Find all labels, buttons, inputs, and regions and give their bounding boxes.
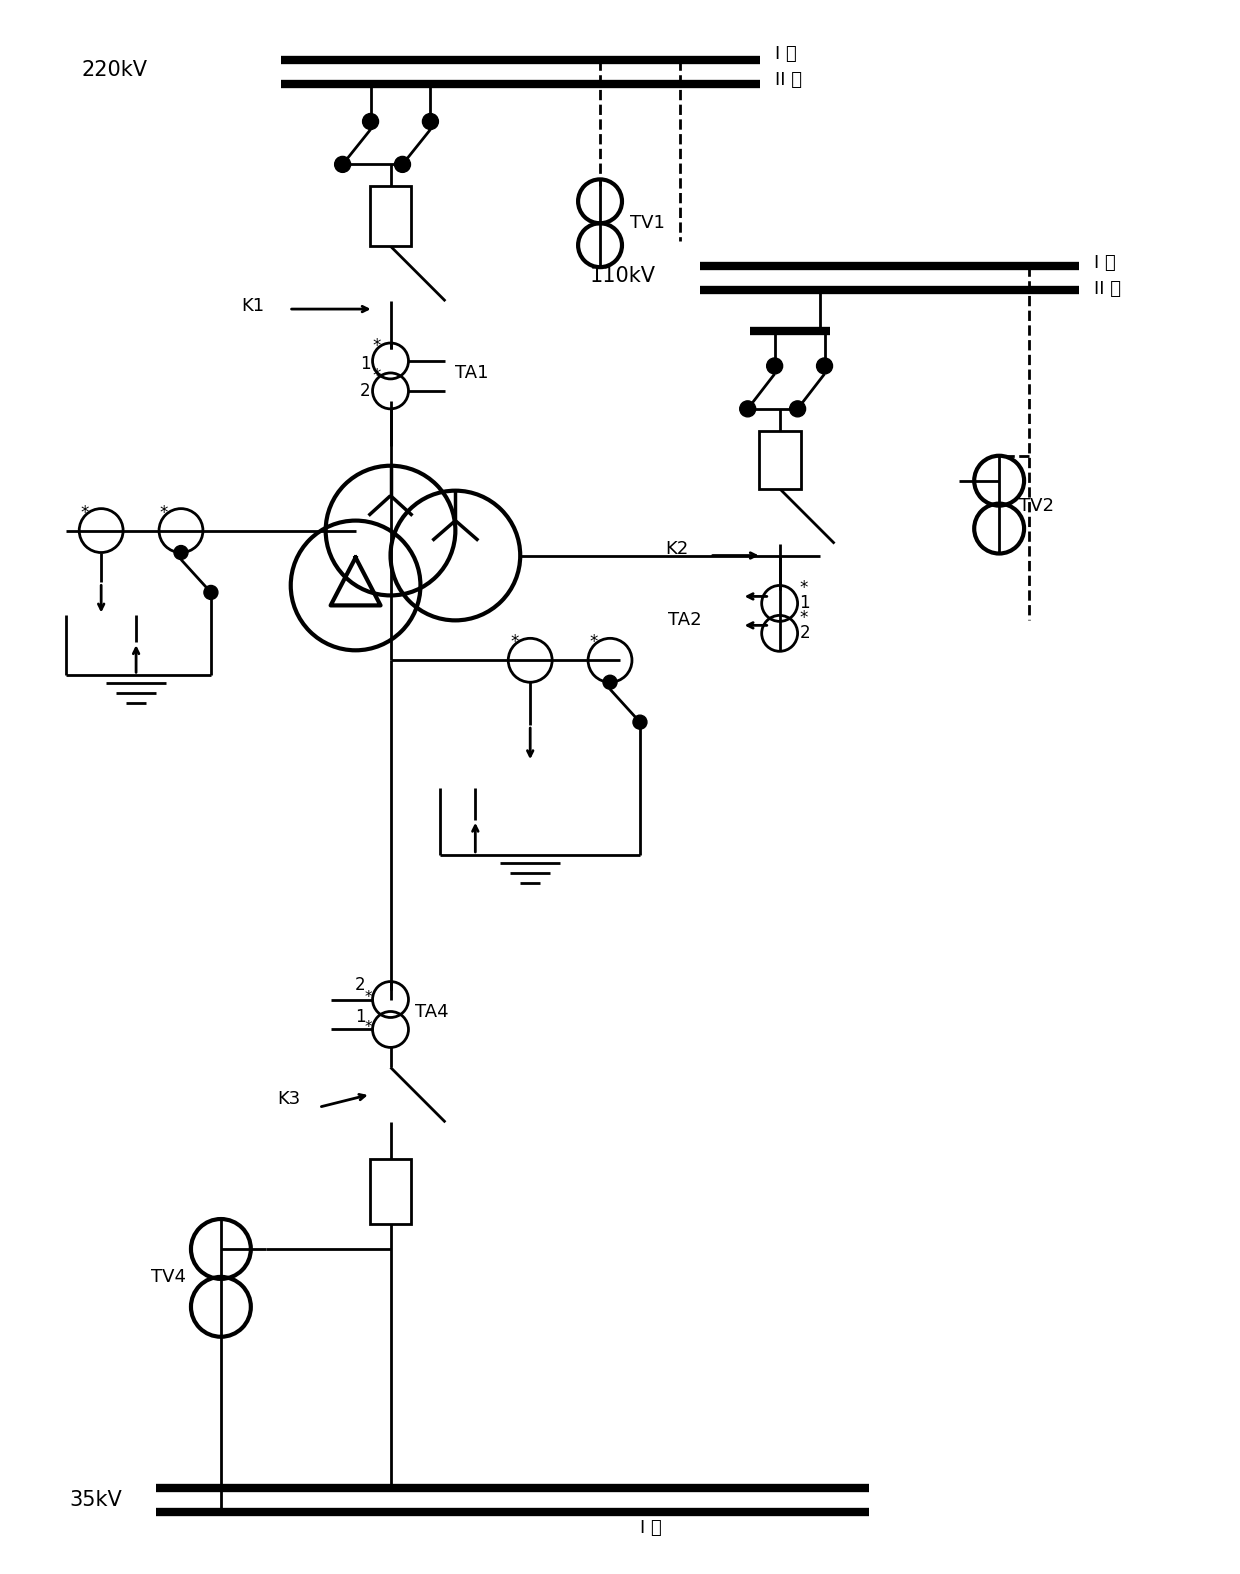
Circle shape bbox=[362, 113, 378, 129]
Circle shape bbox=[766, 357, 782, 375]
Text: 1: 1 bbox=[360, 356, 371, 373]
Text: *: * bbox=[800, 579, 808, 598]
Circle shape bbox=[817, 357, 832, 375]
Text: K2: K2 bbox=[665, 540, 688, 557]
Text: 220kV: 220kV bbox=[81, 60, 148, 80]
Text: *: * bbox=[510, 633, 518, 652]
Circle shape bbox=[740, 401, 755, 417]
Text: 1: 1 bbox=[355, 1009, 366, 1026]
Circle shape bbox=[394, 156, 410, 173]
Text: K3: K3 bbox=[277, 1091, 300, 1108]
Text: 110kV: 110kV bbox=[590, 266, 656, 286]
Circle shape bbox=[203, 586, 218, 600]
Circle shape bbox=[790, 401, 806, 417]
Text: TV4: TV4 bbox=[151, 1269, 186, 1286]
Text: *: * bbox=[365, 990, 372, 1006]
Circle shape bbox=[423, 113, 439, 129]
Text: TA4: TA4 bbox=[415, 1004, 449, 1022]
Text: I 母: I 母 bbox=[640, 1519, 662, 1538]
Bar bbox=[759, 431, 801, 488]
Text: *: * bbox=[160, 504, 169, 521]
Circle shape bbox=[335, 156, 351, 173]
Circle shape bbox=[632, 715, 647, 729]
Text: TV2: TV2 bbox=[1019, 497, 1054, 515]
Text: I 母: I 母 bbox=[775, 44, 796, 63]
Text: *: * bbox=[372, 337, 381, 356]
Text: *: * bbox=[800, 609, 808, 628]
Text: I 母: I 母 bbox=[1094, 253, 1116, 272]
Text: 2: 2 bbox=[360, 382, 371, 400]
Text: *: * bbox=[365, 1020, 372, 1036]
Circle shape bbox=[603, 675, 618, 689]
Bar bbox=[370, 1158, 412, 1225]
Circle shape bbox=[174, 546, 188, 559]
Text: *: * bbox=[590, 633, 598, 652]
Text: 2: 2 bbox=[800, 625, 810, 642]
Text: TV1: TV1 bbox=[630, 214, 665, 233]
Text: *: * bbox=[81, 504, 88, 521]
Text: *: * bbox=[372, 367, 381, 386]
Text: TA2: TA2 bbox=[668, 611, 702, 630]
Text: 2: 2 bbox=[355, 976, 366, 993]
Bar bbox=[370, 186, 412, 246]
Text: 35kV: 35kV bbox=[69, 1491, 122, 1511]
Text: 1: 1 bbox=[800, 595, 810, 612]
Text: K1: K1 bbox=[241, 297, 264, 315]
Text: II 母: II 母 bbox=[775, 71, 801, 88]
Text: TA1: TA1 bbox=[455, 364, 489, 382]
Text: II 母: II 母 bbox=[1094, 280, 1121, 297]
